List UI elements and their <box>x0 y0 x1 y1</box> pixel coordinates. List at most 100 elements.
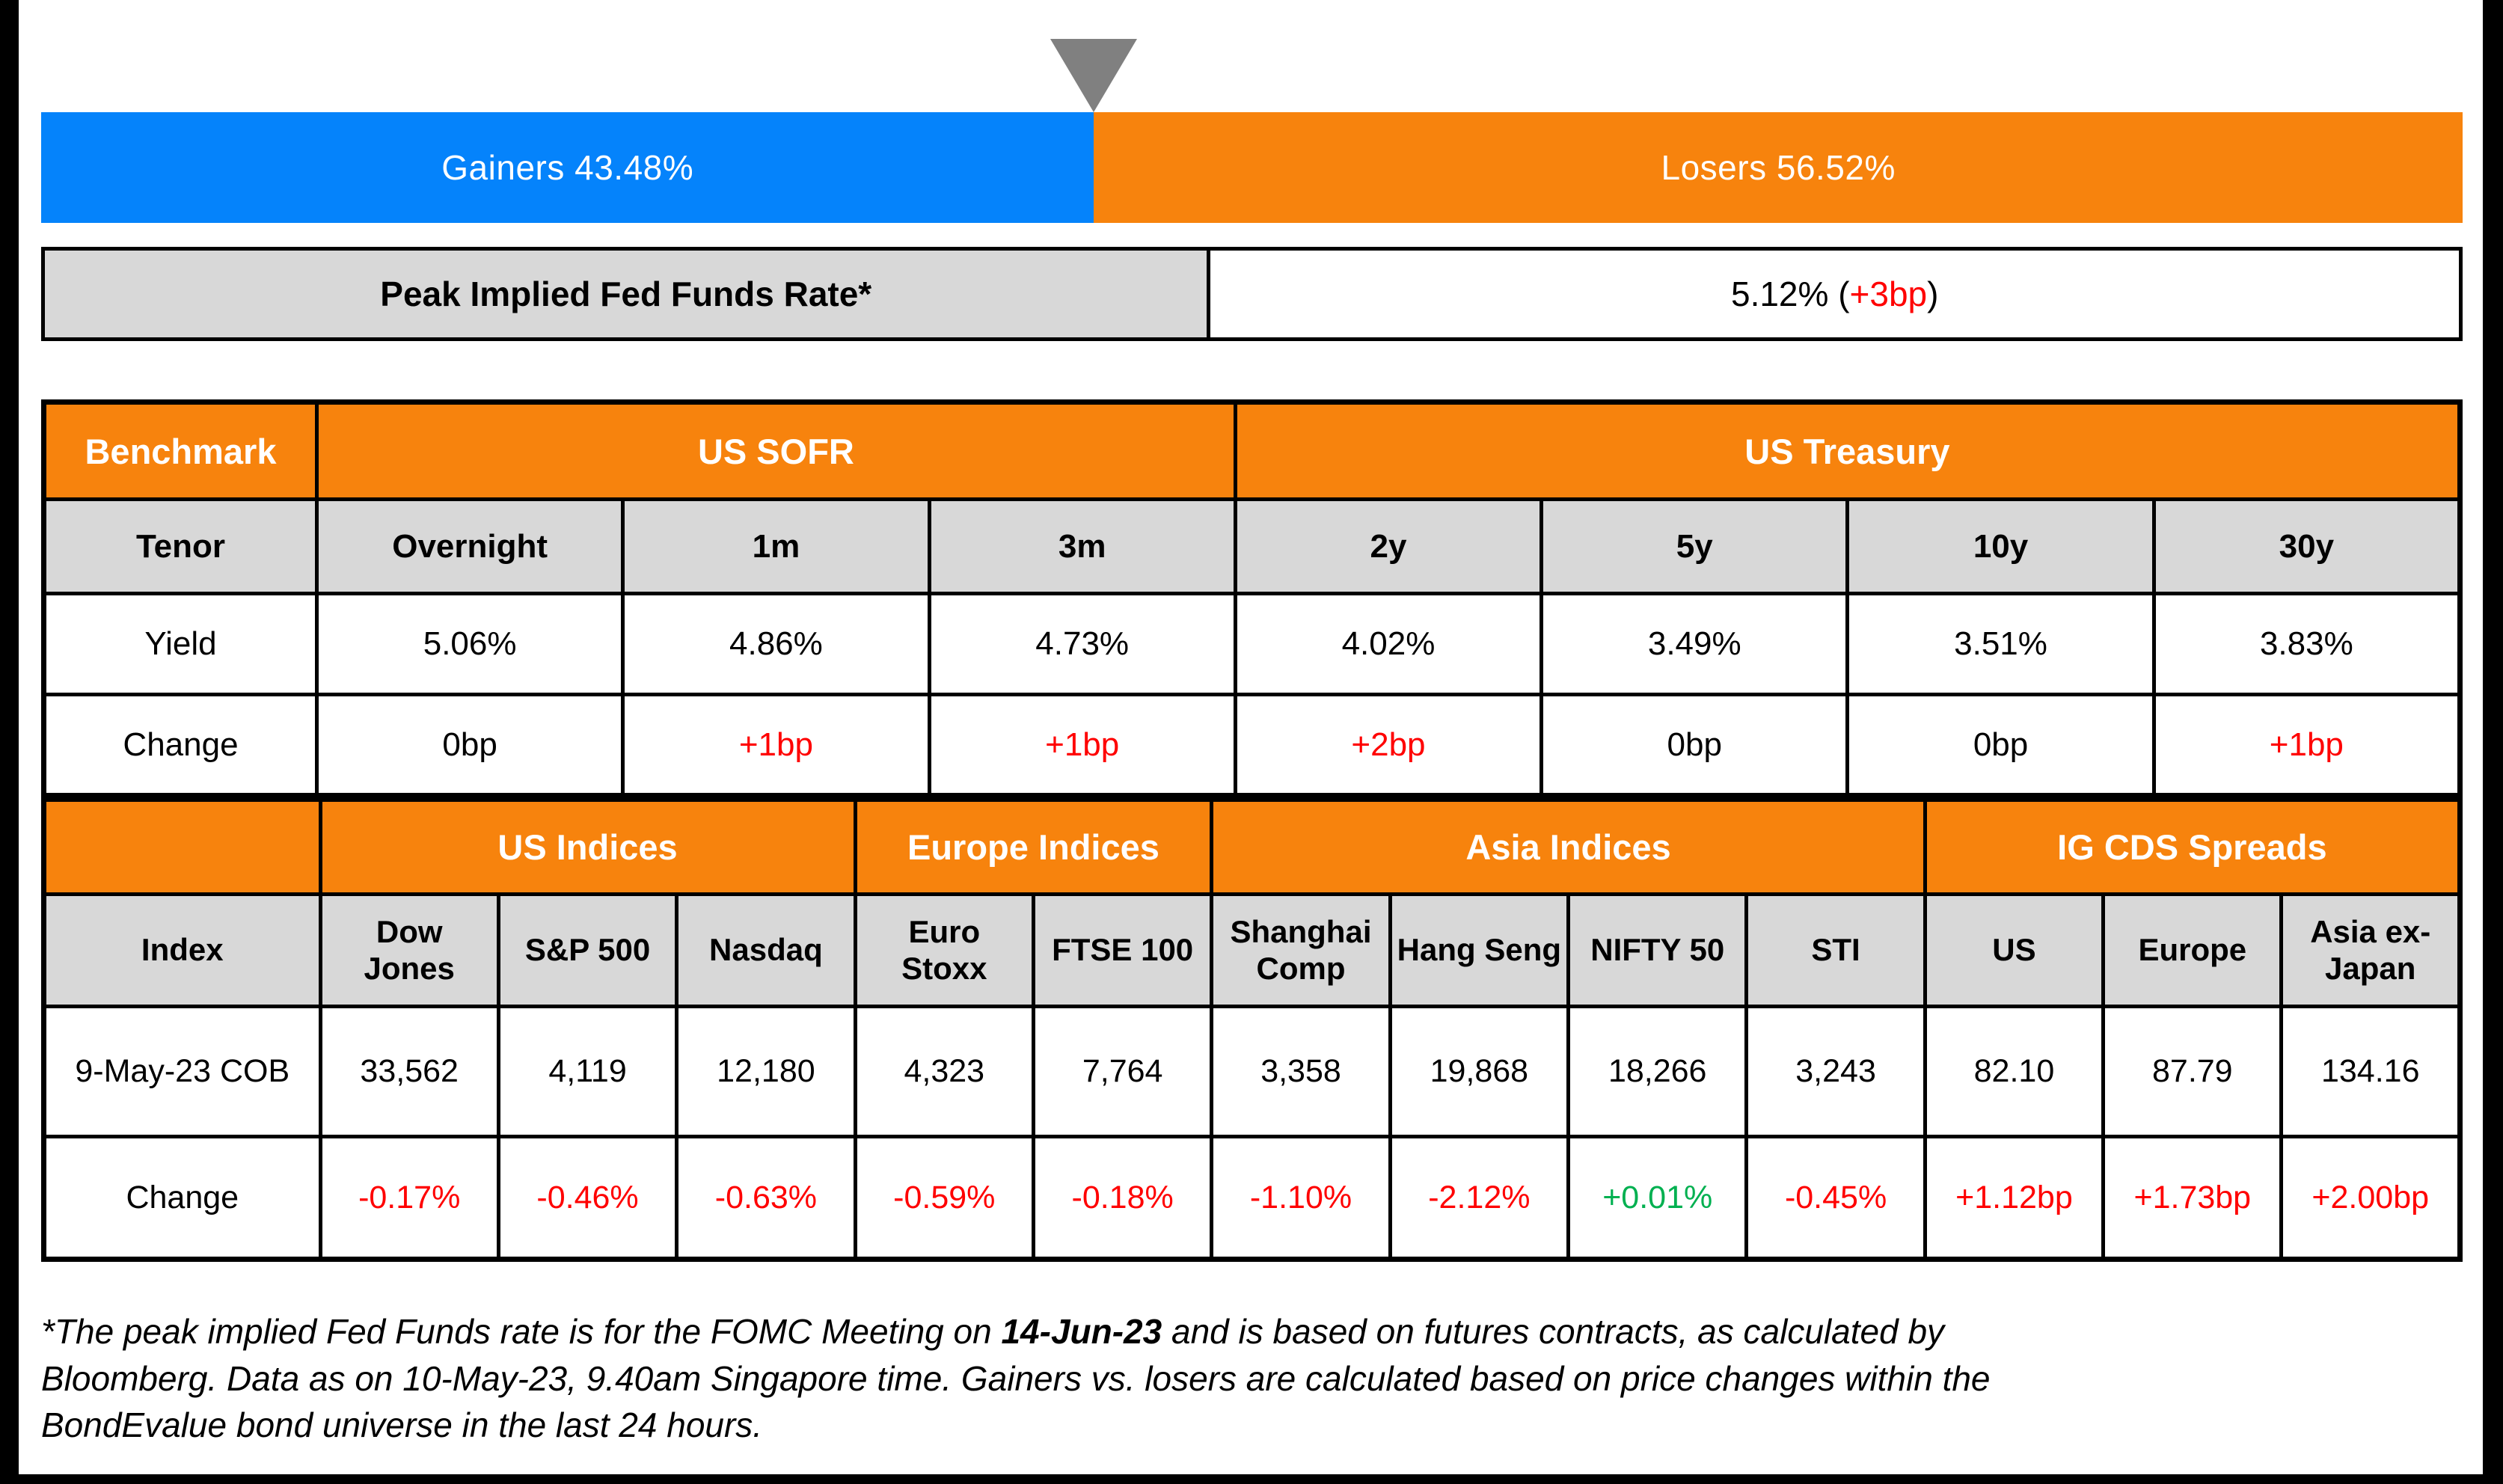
index-header-row: Index Dow Jones S&P 500 Nasdaq Euro Stox… <box>42 892 2462 1008</box>
benchmark-group-header-row: Benchmark US SOFR US Treasury <box>42 400 2463 501</box>
tenor-overnight: Overnight <box>314 497 625 595</box>
frame-bottom-border <box>0 1474 2503 1484</box>
change-cell: +1bp <box>2151 693 2463 797</box>
frame-right-border <box>2483 0 2503 1484</box>
index-euro-stoxx: Euro Stoxx <box>853 892 1035 1008</box>
change-cell: -0.46% <box>496 1135 679 1261</box>
value-cell: 12,180 <box>675 1005 857 1138</box>
footnote-line-2: Bloomberg. Data as on 10-May-23, 9.40am … <box>41 1358 1991 1398</box>
change-cell: +1.12bp <box>1923 1135 2106 1261</box>
cob-row-label: 9-May-23 COB <box>42 1005 322 1138</box>
value-cell: 19,868 <box>1388 1005 1571 1138</box>
gainers-losers-bar: Gainers 43.48% Losers 56.52% <box>41 112 2463 223</box>
frame-left-border <box>0 0 19 1484</box>
value-cell: 18,266 <box>1566 1005 1749 1138</box>
group-header-us-treasury: US Treasury <box>1233 400 2463 501</box>
yield-cell: 4.73% <box>927 592 1237 696</box>
indices-table: US Indices Europe Indices Asia Indices I… <box>41 798 2463 1262</box>
yield-cell: 3.83% <box>2151 592 2463 696</box>
change-cell: +2bp <box>1233 693 1544 797</box>
footnote-fomc-date: 14-Jun-23 <box>1001 1312 1162 1351</box>
value-cell: 4,323 <box>853 1005 1035 1138</box>
tenor-5y: 5y <box>1540 497 1850 595</box>
change-cell: 0bp <box>1540 693 1850 797</box>
tenor-3m: 3m <box>927 497 1237 595</box>
losers-segment: Losers 56.52% <box>1094 112 2463 223</box>
change-cell: -0.63% <box>675 1135 857 1261</box>
cob-values-row: 9-May-23 COB 33,562 4,119 12,180 4,323 7… <box>42 1005 2462 1138</box>
change-cell: -0.45% <box>1744 1135 1927 1261</box>
dashboard-content: Gainers 43.48% Losers 56.52% Peak Implie… <box>41 0 2463 1449</box>
tenor-header-row: Tenor Overnight 1m 3m 2y 5y 10y 30y <box>42 497 2463 595</box>
change-cell: -2.12% <box>1388 1135 1571 1261</box>
change-cell: -0.18% <box>1031 1135 1214 1261</box>
benchmark-change-label: Change <box>42 693 319 797</box>
peak-implied-value: 5.12% (+3bp) <box>1210 247 2463 341</box>
index-cds-us: US <box>1923 892 2106 1008</box>
gainers-label: Gainers 43.48% <box>441 148 694 187</box>
group-header-ig-cds-spreads: IG CDS Spreads <box>1923 798 2463 896</box>
footnote-line1-post: and is based on futures contracts, as ca… <box>1162 1312 1945 1351</box>
index-cds-asia-ex-japan: Asia ex-Japan <box>2279 892 2462 1008</box>
change-cell: +2.00bp <box>2279 1135 2462 1261</box>
change-cell: -0.17% <box>318 1135 500 1261</box>
value-cell: 7,764 <box>1031 1005 1214 1138</box>
footnote: *The peak implied Fed Funds rate is for … <box>41 1308 2463 1449</box>
change-cell: -0.59% <box>853 1135 1035 1261</box>
value-cell: 134.16 <box>2279 1005 2462 1138</box>
index-nasdaq: Nasdaq <box>675 892 857 1008</box>
yield-row-label: Yield <box>42 592 319 696</box>
group-header-europe-indices: Europe Indices <box>853 798 1214 896</box>
tenor-10y: 10y <box>1845 497 2156 595</box>
yield-cell: 5.06% <box>314 592 625 696</box>
value-cell: 3,243 <box>1744 1005 1927 1138</box>
index-label: Index <box>42 892 322 1008</box>
index-sp500: S&P 500 <box>496 892 679 1008</box>
value-cell: 4,119 <box>496 1005 679 1138</box>
value-cell: 87.79 <box>2101 1005 2284 1138</box>
peak-value-prefix: 5.12% ( <box>1730 275 1850 313</box>
benchmark-corner-header: Benchmark <box>42 400 319 501</box>
index-ftse100: FTSE 100 <box>1031 892 1214 1008</box>
index-cds-europe: Europe <box>2101 892 2284 1008</box>
index-sti: STI <box>1744 892 1927 1008</box>
footnote-line-1: *The peak implied Fed Funds rate is for … <box>41 1308 2463 1355</box>
change-cell: +1bp <box>621 693 931 797</box>
value-cell: 33,562 <box>318 1005 500 1138</box>
value-cell: 3,358 <box>1210 1005 1392 1138</box>
peak-implied-row: Peak Implied Fed Funds Rate* 5.12% (+3bp… <box>41 247 2463 341</box>
gauge-pointer-icon <box>1050 39 1138 112</box>
peak-implied-label: Peak Implied Fed Funds Rate* <box>41 247 1211 341</box>
tenor-1m: 1m <box>621 497 931 595</box>
benchmark-table: Benchmark US SOFR US Treasury Tenor Over… <box>41 399 2463 798</box>
gainers-segment: Gainers 43.48% <box>41 112 1094 223</box>
gauge-pointer-row <box>41 0 2463 112</box>
tenor-2y: 2y <box>1233 497 1544 595</box>
change-cell: -1.10% <box>1210 1135 1392 1261</box>
indices-corner-header <box>42 798 322 896</box>
tenor-30y: 30y <box>2151 497 2463 595</box>
benchmark-change-row: Change 0bp +1bp +1bp +2bp 0bp 0bp +1bp <box>42 693 2463 797</box>
index-shanghai-comp: Shanghai Comp <box>1210 892 1392 1008</box>
change-cell: 0bp <box>1845 693 2156 797</box>
yield-cell: 3.49% <box>1540 592 1850 696</box>
yield-cell: 4.86% <box>621 592 931 696</box>
footnote-line-3: BondEvalue bond universe in the last 24 … <box>41 1405 763 1445</box>
footnote-line1-pre: *The peak implied Fed Funds rate is for … <box>41 1312 1002 1351</box>
value-cell: 82.10 <box>1923 1005 2106 1138</box>
peak-value-suffix: ) <box>1927 275 1939 313</box>
group-header-asia-indices: Asia Indices <box>1210 798 1927 896</box>
yield-row: Yield 5.06% 4.86% 4.73% 4.02% 3.49% 3.51… <box>42 592 2463 696</box>
change-cell: 0bp <box>314 693 625 797</box>
losers-label: Losers 56.52% <box>1661 148 1896 187</box>
yield-cell: 4.02% <box>1233 592 1544 696</box>
change-cell: +1bp <box>927 693 1237 797</box>
peak-value-change: +3bp <box>1849 275 1928 313</box>
index-dow-jones: Dow Jones <box>318 892 500 1008</box>
yield-cell: 3.51% <box>1845 592 2156 696</box>
group-header-us-sofr: US SOFR <box>314 400 1237 501</box>
indices-change-label: Change <box>42 1135 322 1261</box>
change-cell: +0.01% <box>1566 1135 1749 1261</box>
indices-group-header-row: US Indices Europe Indices Asia Indices I… <box>42 798 2463 896</box>
change-cell: +1.73bp <box>2101 1135 2284 1261</box>
